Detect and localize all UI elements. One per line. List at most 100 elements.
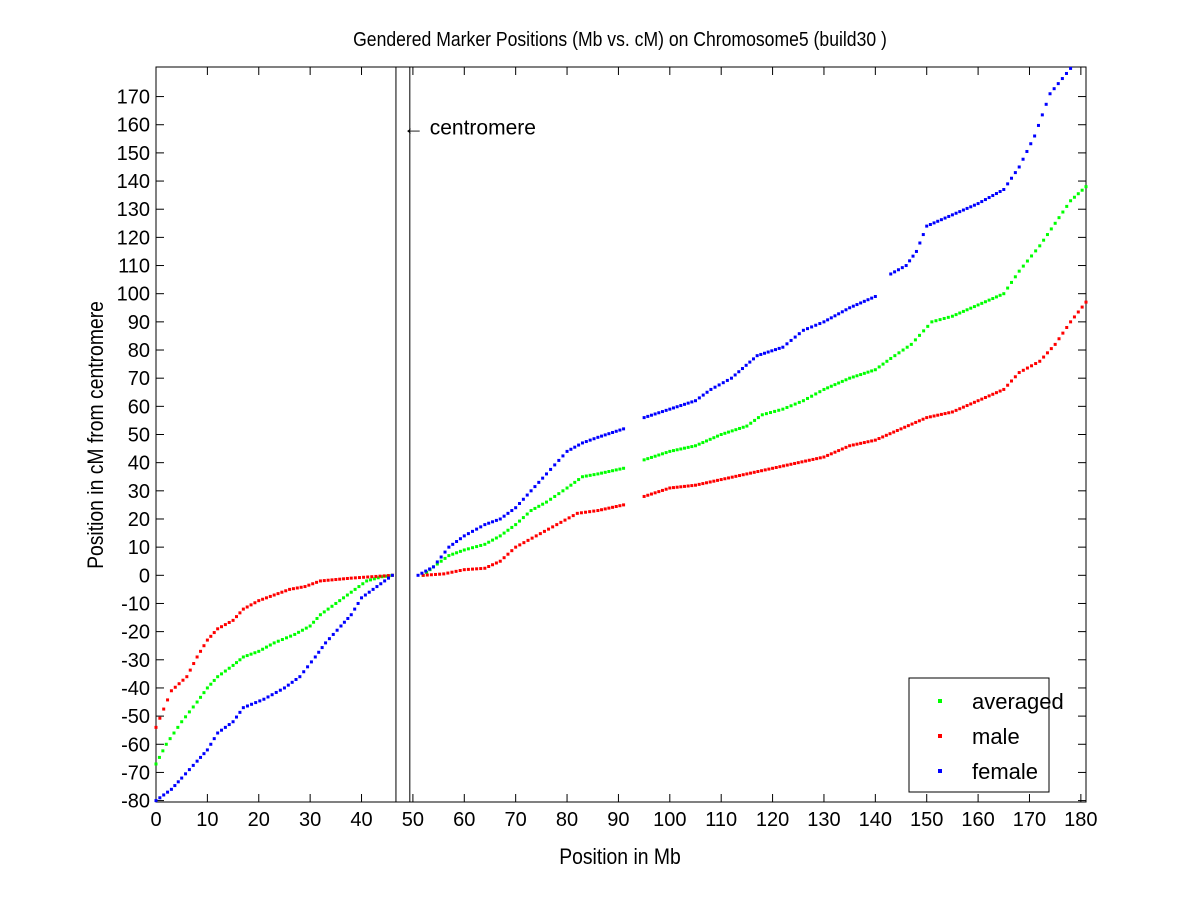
point-male (471, 567, 475, 571)
point-male (216, 627, 220, 631)
point-female (709, 387, 713, 391)
point-female (298, 675, 302, 679)
point-female (866, 298, 870, 302)
point-averaged (466, 547, 470, 551)
y-tick-label: 70 (128, 368, 150, 390)
point-female (180, 776, 184, 780)
y-tick-label: 130 (117, 199, 150, 221)
point-female (498, 517, 502, 521)
point-female (1056, 82, 1060, 86)
point-female (592, 437, 596, 441)
point-male (682, 484, 686, 488)
point-female (983, 198, 987, 202)
x-tick-label: 40 (350, 809, 372, 831)
point-averaged (521, 516, 525, 520)
point-female (596, 435, 600, 439)
y-tick-label: 20 (128, 509, 150, 531)
point-female (614, 429, 618, 433)
point-male (510, 549, 514, 553)
point-averaged (498, 534, 502, 538)
point-male (939, 412, 943, 416)
point-averaged (870, 369, 874, 373)
point-female (859, 301, 863, 305)
point-averaged (972, 305, 976, 309)
point-male (551, 525, 555, 529)
point-averaged (180, 720, 184, 724)
point-averaged (1049, 227, 1053, 231)
point-averaged (285, 636, 289, 640)
point-averaged (533, 506, 537, 510)
point-female (928, 223, 932, 226)
point-averaged (435, 562, 439, 566)
point-male (822, 455, 826, 459)
point-male (487, 565, 491, 569)
point-averaged (353, 587, 357, 591)
point-male (311, 582, 315, 586)
point-female (455, 540, 459, 544)
point-averaged (814, 392, 818, 396)
point-male (571, 514, 575, 518)
point-female (925, 224, 929, 228)
point-averaged (199, 695, 203, 699)
legend-box (908, 677, 1050, 793)
legend-label-male: male (972, 724, 1020, 749)
point-female (278, 688, 282, 692)
point-male (272, 593, 276, 597)
point-male (370, 575, 374, 579)
point-female (936, 219, 940, 223)
point-averaged (293, 632, 297, 636)
point-averaged (439, 559, 443, 563)
point-female (424, 569, 428, 573)
point-male (303, 585, 307, 589)
point-averaged (549, 497, 553, 501)
point-averaged (376, 576, 380, 580)
point-averaged (901, 348, 905, 352)
point-female (327, 637, 331, 641)
point-female (274, 690, 278, 694)
x-tick-label: 140 (859, 809, 892, 831)
point-male (284, 589, 288, 593)
point-female (818, 322, 822, 326)
point-averaged (756, 416, 760, 420)
point-male (804, 459, 808, 463)
point-averaged (961, 309, 965, 313)
point-averaged (734, 428, 738, 432)
y-tick-label: 40 (128, 453, 150, 475)
point-averaged (749, 421, 753, 425)
point-averaged (1038, 244, 1042, 248)
point-averaged (553, 494, 557, 498)
point-female (777, 346, 781, 350)
point-female (961, 208, 965, 212)
point-male (884, 433, 888, 437)
y-tick-label: -70 (121, 762, 150, 784)
point-female (266, 695, 270, 699)
point-male (268, 594, 272, 598)
point-averaged (905, 345, 909, 349)
point-female (744, 363, 748, 367)
point-averaged (909, 342, 913, 346)
point-male (826, 453, 830, 457)
point-averaged (686, 445, 690, 449)
point-male (349, 576, 353, 580)
point-averaged (926, 324, 930, 328)
point-averaged (565, 486, 569, 490)
point-averaged (580, 475, 584, 479)
point-female (991, 194, 995, 198)
point-female (646, 414, 650, 418)
point-female (713, 385, 717, 389)
point-male (257, 599, 261, 603)
point-male (584, 510, 588, 514)
point-male (227, 620, 231, 624)
point-averaged (950, 314, 954, 318)
point-averaged (1017, 269, 1021, 273)
point-female (290, 680, 294, 684)
point-male (386, 574, 390, 578)
point-averaged (603, 470, 607, 474)
point-male (653, 491, 657, 495)
point-male (679, 485, 683, 489)
point-averaged (592, 473, 596, 477)
point-averaged (855, 374, 859, 378)
point-averaged (642, 458, 646, 462)
point-male (712, 479, 716, 483)
point-male (1061, 331, 1065, 335)
